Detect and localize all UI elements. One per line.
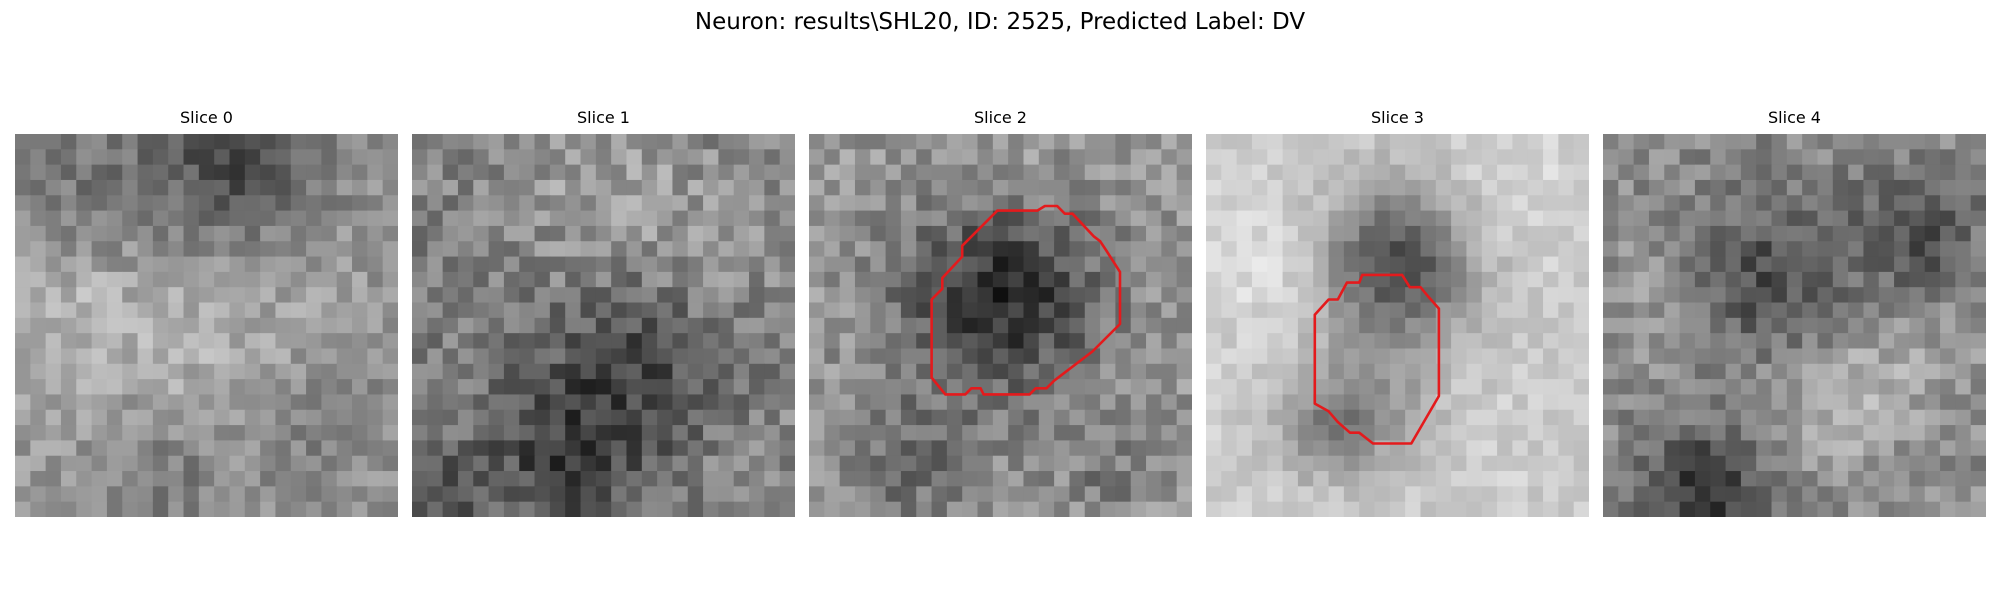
slice-image-canvas — [809, 134, 1192, 517]
slice-panel-3: Slice 3 — [1206, 108, 1589, 517]
slice-image-canvas — [1603, 134, 1986, 517]
slice-title: Slice 0 — [180, 108, 233, 127]
slice-image — [1603, 134, 1986, 517]
slice-image — [809, 134, 1192, 517]
roi-contour — [1313, 273, 1441, 445]
slice-title: Slice 4 — [1768, 108, 1821, 127]
slice-panel-2: Slice 2 — [809, 108, 1192, 517]
slice-image — [15, 134, 398, 517]
slice-image — [1206, 134, 1589, 517]
slice-panel-4: Slice 4 — [1603, 108, 1986, 517]
slice-panel-0: Slice 0 — [15, 108, 398, 517]
slice-image — [412, 134, 795, 517]
slice-panel-1: Slice 1 — [412, 108, 795, 517]
slice-title: Slice 2 — [974, 108, 1027, 127]
slice-image-canvas — [15, 134, 398, 517]
slice-image-canvas — [412, 134, 795, 517]
figure-title: Neuron: results\SHL20, ID: 2525, Predict… — [694, 9, 1306, 35]
slice-image-canvas — [1206, 134, 1589, 517]
slice-title: Slice 3 — [1371, 108, 1424, 127]
roi-contour — [930, 204, 1122, 396]
slice-title: Slice 1 — [577, 108, 630, 127]
